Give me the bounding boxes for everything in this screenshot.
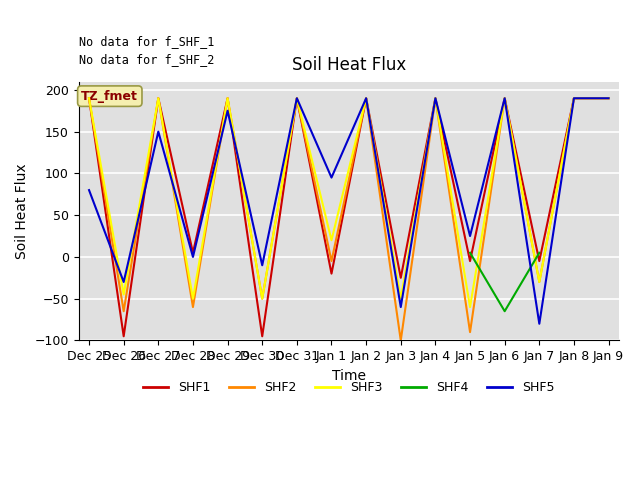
X-axis label: Time: Time <box>332 369 366 383</box>
Y-axis label: Soil Heat Flux: Soil Heat Flux <box>15 163 29 259</box>
Legend: SHF1, SHF2, SHF3, SHF4, SHF5: SHF1, SHF2, SHF3, SHF4, SHF5 <box>138 376 560 399</box>
Text: No data for f_SHF_1: No data for f_SHF_1 <box>79 35 214 48</box>
Text: TZ_fmet: TZ_fmet <box>81 90 138 103</box>
Text: No data for f_SHF_2: No data for f_SHF_2 <box>79 53 214 66</box>
Title: Soil Heat Flux: Soil Heat Flux <box>292 57 406 74</box>
